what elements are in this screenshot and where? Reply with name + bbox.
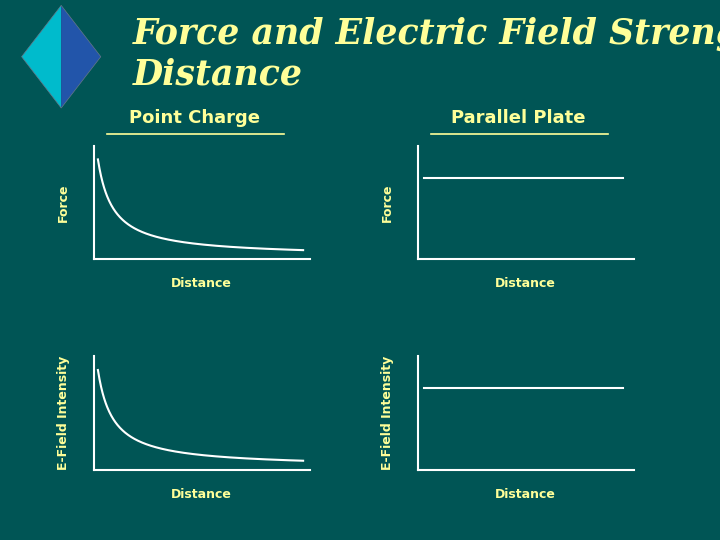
- Text: Force: Force: [381, 183, 394, 222]
- Text: Parallel Plate: Parallel Plate: [451, 109, 585, 127]
- Text: Distance: Distance: [171, 278, 232, 291]
- Text: Distance: Distance: [495, 488, 556, 501]
- Text: Point Charge: Point Charge: [129, 109, 260, 127]
- Text: E-Field Intensity: E-Field Intensity: [381, 356, 394, 470]
- Text: Distance: Distance: [495, 278, 556, 291]
- Text: Force and Electric Field Strength vs.
Distance: Force and Electric Field Strength vs. Di…: [133, 16, 720, 91]
- Text: E-Field Intensity: E-Field Intensity: [57, 356, 70, 470]
- Text: Force: Force: [57, 183, 70, 222]
- Text: Distance: Distance: [171, 488, 232, 501]
